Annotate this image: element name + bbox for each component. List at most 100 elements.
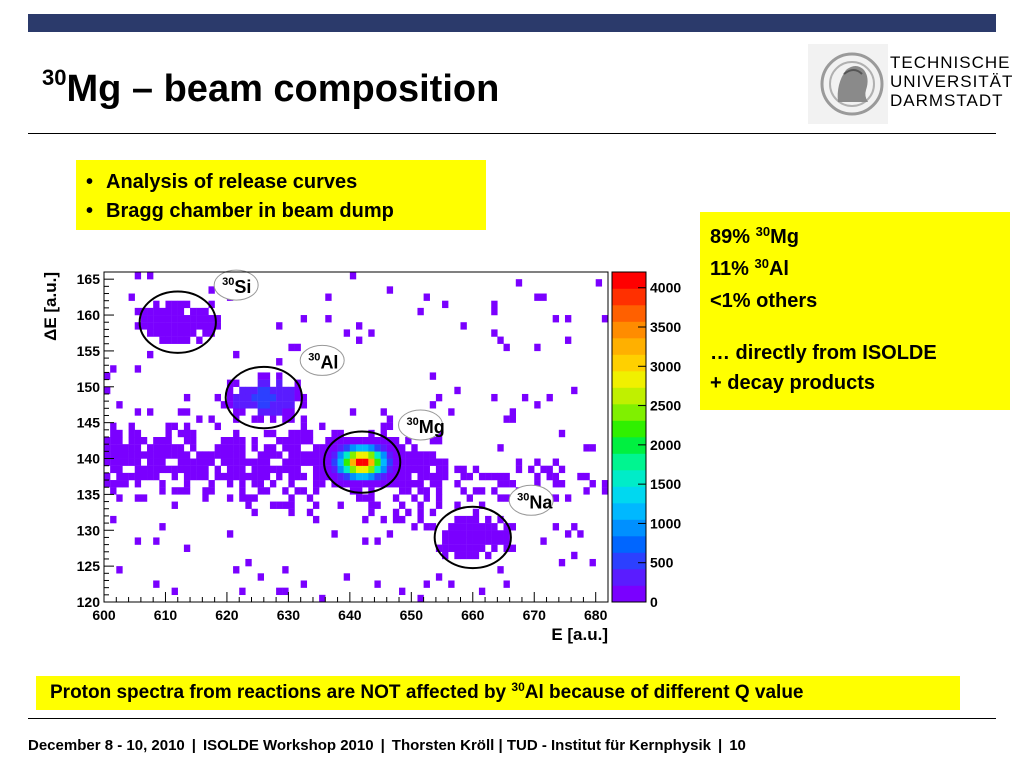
colorbar-segment xyxy=(612,272,646,289)
colorbar-segment xyxy=(612,371,646,388)
colorbar-segment xyxy=(612,404,646,421)
heatmap-cell xyxy=(214,322,221,330)
heatmap-cell xyxy=(417,501,424,509)
heatmap-cell xyxy=(116,401,123,409)
heatmap-cell xyxy=(503,580,510,588)
heatmap-cell xyxy=(503,472,510,481)
heatmap-cell xyxy=(269,408,277,416)
heatmap-cell xyxy=(380,472,387,481)
heatmap-cell xyxy=(399,458,406,466)
heatmap-cell xyxy=(331,465,338,474)
heatmap-cell xyxy=(423,523,430,531)
heatmap-cell xyxy=(386,422,394,431)
heatmap-cell xyxy=(116,494,123,502)
heatmap-cell xyxy=(196,315,203,323)
heatmap-cell xyxy=(104,372,111,380)
heatmap-cell xyxy=(362,444,369,452)
heatmap-cell xyxy=(417,594,424,603)
heatmap-cell xyxy=(368,458,375,466)
heatmap-cell xyxy=(343,458,351,466)
heatmap-cell xyxy=(251,437,258,445)
heatmap-cell xyxy=(435,480,443,488)
heatmap-cell xyxy=(583,487,590,495)
footer-date: December 8 - 10, 2010 xyxy=(28,737,185,754)
heatmap-cell xyxy=(183,480,191,488)
heatmap-cell xyxy=(171,501,178,509)
heatmap-cell xyxy=(478,544,486,552)
heatmap-cell xyxy=(405,451,412,459)
heatmap-cell xyxy=(251,494,258,502)
heatmap-cell xyxy=(276,386,283,395)
heatmap-cell xyxy=(319,480,326,488)
y-tick-label: 135 xyxy=(77,486,101,502)
heatmap-cell xyxy=(257,415,265,423)
heatmap-cell xyxy=(245,472,252,481)
heatmap-cell xyxy=(337,465,344,474)
heatmap-cell xyxy=(288,444,295,452)
y-tick-label: 160 xyxy=(77,307,101,323)
heatmap-cell xyxy=(472,544,480,552)
heatmap-cell xyxy=(147,307,154,316)
heatmap-cell xyxy=(263,444,271,452)
heatmap-cell xyxy=(233,472,240,481)
heatmap-cell xyxy=(282,437,289,445)
heatmap-cell xyxy=(122,458,129,466)
heatmap-cell xyxy=(454,515,461,524)
heatmap-cell xyxy=(177,315,185,323)
heatmap-cell xyxy=(153,307,160,316)
colorbar-segment xyxy=(612,470,646,487)
heatmap-cell xyxy=(116,472,123,481)
heatmap-cell xyxy=(282,458,289,466)
heatmap-cell xyxy=(153,300,160,309)
heatmap-cell xyxy=(196,322,203,330)
heatmap-cell xyxy=(226,458,234,466)
heatmap-cell xyxy=(276,451,283,459)
heatmap-cell xyxy=(165,422,172,431)
heatmap-cell xyxy=(380,458,387,466)
heatmap-cell xyxy=(472,537,480,545)
heatmap-cell xyxy=(257,451,265,459)
heatmap-cell xyxy=(251,386,258,395)
heatmap-cell xyxy=(399,515,406,524)
heatmap-cell xyxy=(552,523,560,531)
heatmap-cell xyxy=(405,487,412,495)
heatmap-cell xyxy=(380,444,387,452)
heatmap-cell xyxy=(177,465,185,474)
heatmap-cell xyxy=(460,322,467,330)
cluster-label-bubble xyxy=(213,269,259,301)
heatmap-cell xyxy=(288,429,295,438)
heatmap-cell xyxy=(485,523,492,531)
heatmap-cell xyxy=(134,322,142,330)
heatmap-cell xyxy=(269,415,277,423)
cluster-ellipse-al xyxy=(224,365,303,430)
heatmap-cell xyxy=(251,444,258,452)
heatmap-cell xyxy=(257,372,265,380)
heatmap-cell xyxy=(331,472,338,481)
heatmap-cell xyxy=(362,465,369,474)
heatmap-cell xyxy=(134,494,142,502)
heatmap-cell xyxy=(319,472,326,481)
heatmap-cell xyxy=(177,429,185,438)
heatmap-cell xyxy=(183,472,191,481)
heatmap-cell xyxy=(472,523,480,531)
heatmap-cell xyxy=(399,444,406,452)
heatmap-cell xyxy=(214,422,221,431)
heatmap-cell xyxy=(104,458,111,466)
heatmap-cell xyxy=(417,458,424,466)
heatmap-cell xyxy=(226,444,234,452)
colorbar-segment xyxy=(612,420,646,438)
heatmap-cell xyxy=(356,494,363,502)
heatmap-cell xyxy=(239,465,246,474)
heatmap-cell xyxy=(503,523,510,531)
x-tick-label: 680 xyxy=(584,607,608,623)
heatmap-cell xyxy=(466,472,473,481)
heatmap-cell xyxy=(423,494,430,502)
colorbar-tick-label: 1500 xyxy=(650,476,681,492)
footer: December 8 - 10, 2010 | ISOLDE Workshop 20… xyxy=(28,737,746,754)
heatmap-cell xyxy=(183,408,191,416)
heatmap-cell xyxy=(171,307,178,316)
heatmap-cell xyxy=(294,487,301,495)
heatmap-cell xyxy=(386,472,394,481)
heatmap-cell xyxy=(226,451,234,459)
heatmap-cell xyxy=(552,472,560,481)
